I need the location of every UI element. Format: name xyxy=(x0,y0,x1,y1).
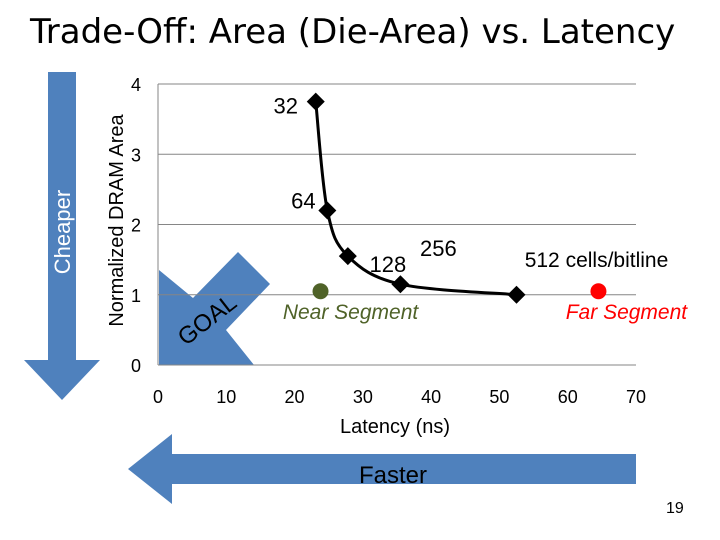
x-axis-label: Latency (ns) xyxy=(340,416,450,438)
faster-arrow-label: Faster xyxy=(359,462,427,489)
page-number: 19 xyxy=(666,500,684,517)
near-segment-marker xyxy=(312,283,329,300)
data-point-diamond xyxy=(507,285,526,304)
y-tick-label: 0 xyxy=(131,356,141,376)
series-line xyxy=(314,101,517,297)
data-label: 64 xyxy=(291,188,315,213)
faster-arrow xyxy=(128,434,636,504)
x-tick-label: 60 xyxy=(558,387,578,407)
data-point-diamond xyxy=(318,201,337,220)
x-tick-label: 20 xyxy=(285,387,305,407)
data-point-diamond xyxy=(391,275,410,294)
goal-arrow xyxy=(159,252,270,365)
data-label: 512 cells/bitline xyxy=(525,249,669,272)
y-tick-label: 2 xyxy=(131,216,141,236)
cheaper-arrow xyxy=(24,72,100,400)
far-segment-label: Far Segment xyxy=(566,301,689,324)
x-tick-label: 40 xyxy=(421,387,441,407)
data-point-diamond xyxy=(338,247,357,266)
data-point-diamond xyxy=(306,92,325,111)
x-tick-label: 0 xyxy=(153,387,163,407)
chart-title: Trade-Off: Area (Die-Area) vs. Latency xyxy=(30,12,676,52)
y-tick-label: 1 xyxy=(131,286,141,306)
data-label: 128 xyxy=(369,252,406,277)
x-tick-label: 70 xyxy=(626,387,646,407)
far-segment-marker xyxy=(590,283,607,300)
data-label: 32 xyxy=(273,94,297,119)
x-tick-label: 50 xyxy=(489,387,509,407)
near-segment-label: Near Segment xyxy=(283,301,420,324)
y-tick-label: 4 xyxy=(131,75,141,95)
data-label: 256 xyxy=(420,236,457,261)
cheaper-arrow-label: Cheaper xyxy=(50,190,75,274)
y-axis-label: Normalized DRAM Area xyxy=(106,113,128,326)
y-tick-label: 3 xyxy=(131,145,141,165)
x-tick-label: 30 xyxy=(353,387,373,407)
x-tick-label: 10 xyxy=(216,387,236,407)
